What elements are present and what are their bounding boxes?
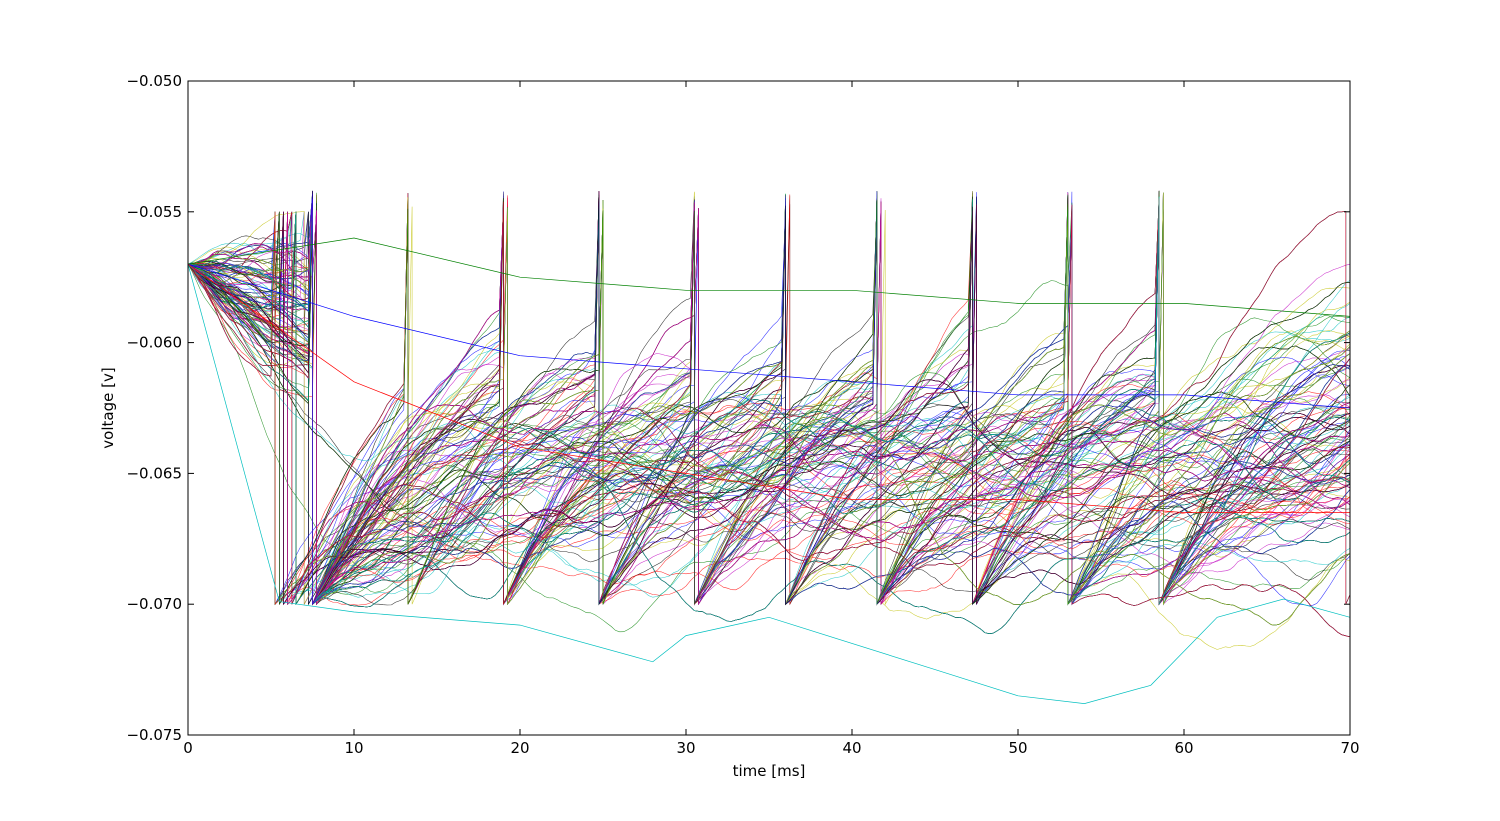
x-tick-label: 20 — [510, 739, 529, 757]
plot-area — [188, 81, 1350, 735]
y-tick-label: −0.070 — [126, 595, 182, 613]
x-tick-label: 70 — [1340, 739, 1359, 757]
y-tick-label: −0.055 — [126, 203, 182, 221]
x-tick-label: 50 — [1008, 739, 1027, 757]
x-tick-label: 60 — [1174, 739, 1193, 757]
y-axis-label: voltage [v] — [99, 367, 117, 448]
y-tick-label: −0.050 — [126, 72, 182, 90]
y-tick-label: −0.060 — [126, 334, 182, 352]
y-tick-label: −0.065 — [126, 464, 182, 482]
x-tick-label: 30 — [676, 739, 695, 757]
x-axis-label: time [ms] — [733, 762, 806, 780]
y-tick-label: −0.075 — [126, 726, 182, 744]
x-tick-label: 40 — [842, 739, 861, 757]
x-tick-label: 0 — [183, 739, 193, 757]
x-tick-label: 10 — [344, 739, 363, 757]
